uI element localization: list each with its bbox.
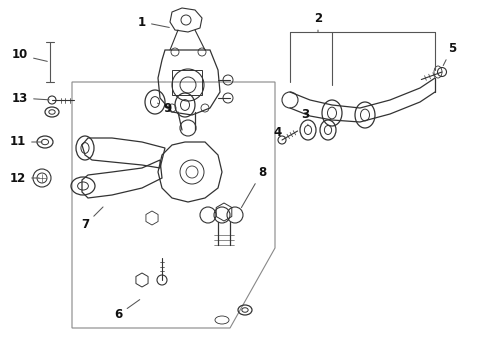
- Text: 8: 8: [241, 166, 265, 208]
- Text: 12: 12: [10, 171, 39, 184]
- Text: 3: 3: [300, 108, 308, 125]
- Text: 1: 1: [138, 15, 169, 28]
- Text: 6: 6: [114, 300, 140, 321]
- Text: 13: 13: [12, 91, 49, 104]
- Text: 9: 9: [157, 102, 172, 114]
- Text: 11: 11: [10, 135, 42, 148]
- Text: 10: 10: [12, 49, 47, 62]
- Text: 5: 5: [442, 41, 455, 66]
- Text: 2: 2: [313, 12, 322, 32]
- Text: 7: 7: [81, 207, 103, 231]
- Text: 4: 4: [273, 126, 285, 139]
